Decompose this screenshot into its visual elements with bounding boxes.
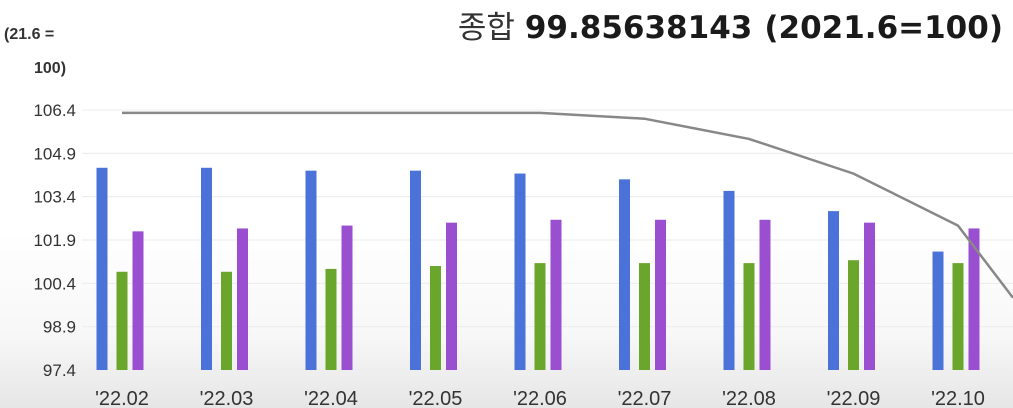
bar [221,271,232,370]
x-tick-label: '22.03 [200,388,254,408]
headline-base: (2021.6=100) [764,10,1003,46]
bar [430,266,441,370]
bar [864,222,875,370]
bar [325,268,337,370]
y-axis-label: (21.6 = 100) [4,18,84,86]
bar [723,190,735,370]
bar [237,228,248,370]
bar [116,271,128,370]
bar [132,231,144,370]
y-tick-label: 98.9 [43,318,76,337]
bar [639,263,650,370]
headline-value: 99.85638143 [524,10,753,46]
bar [305,170,317,370]
x-tick-label: '22.02 [95,388,149,408]
y-tick-label: 106.4 [33,101,76,120]
x-tick-label: '22.08 [722,388,776,408]
y-axis-label-line2: 100) [34,60,67,77]
bar [410,170,421,370]
bar [655,219,666,370]
bar [952,263,964,370]
y-tick-label: 100.4 [33,274,76,293]
y-tick-label: 101.9 [33,231,76,250]
y-axis-label-line1: (21.6 = [4,26,55,43]
y-tick-label: 104.9 [33,144,76,163]
bar [446,222,457,370]
headline-label: 종합 [457,10,515,46]
y-tick-label: 97.4 [43,361,76,380]
x-tick-label: '22.07 [618,388,672,408]
x-tick-label: '22.10 [931,388,985,408]
x-tick-label: '22.04 [304,388,358,408]
bar [743,263,755,370]
chart-headline: 종합 99.85638143 (2021.6=100) [458,2,1003,47]
line-series [122,111,1013,299]
bar [828,211,839,370]
bar [534,263,546,370]
x-tick-label: '22.09 [827,388,881,408]
plot-background [0,230,1013,408]
bar [514,173,526,370]
bar [759,219,771,370]
bar [968,228,980,370]
y-tick-label: 103.4 [33,188,76,207]
bar [96,167,108,370]
bar [932,251,944,370]
x-tick-label: '22.06 [513,388,567,408]
bar [619,179,630,370]
x-tick-label: '22.05 [409,388,463,408]
bar [201,167,212,370]
bar [848,260,859,370]
bar [341,225,353,370]
bar [550,219,562,370]
